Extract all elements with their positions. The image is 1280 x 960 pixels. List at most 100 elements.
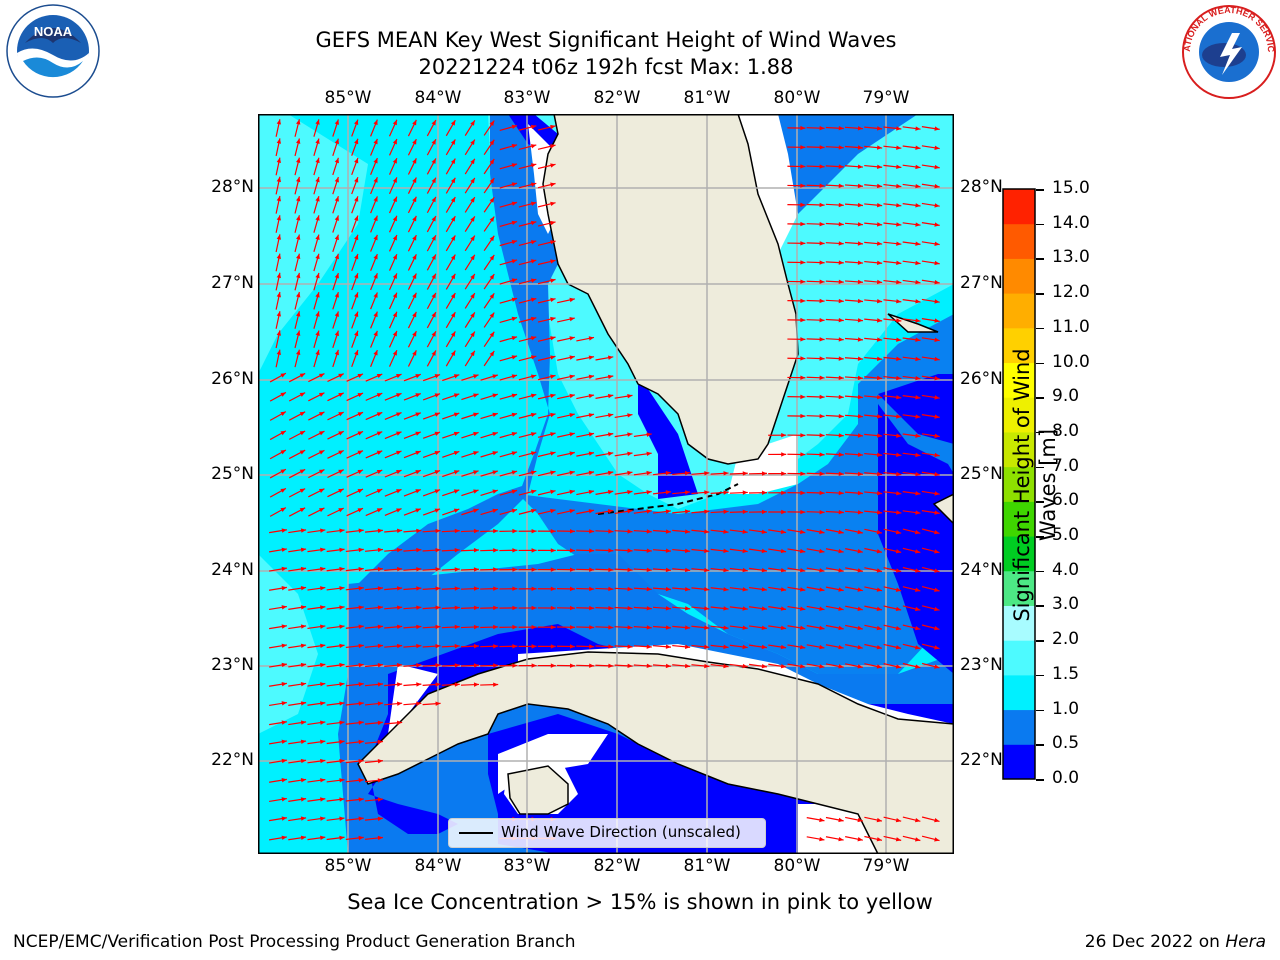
wind-vector-arrow bbox=[825, 548, 844, 554]
wind-vector-arrow bbox=[518, 124, 537, 131]
wind-vector-arrow bbox=[407, 119, 417, 137]
wind-vector-arrow bbox=[422, 528, 441, 534]
wind-vector-arrow bbox=[294, 157, 301, 176]
wind-vector-arrow bbox=[518, 297, 537, 304]
wind-vector-arrow bbox=[480, 548, 499, 553]
wind-vector-arrow bbox=[370, 177, 378, 195]
wind-vector-arrow bbox=[825, 318, 844, 323]
wind-vector-arrow bbox=[422, 586, 441, 591]
wind-vector-arrow bbox=[902, 337, 921, 342]
wind-vector-arrow bbox=[825, 375, 844, 381]
wind-vector-arrow bbox=[787, 317, 806, 323]
wind-vector-arrow bbox=[537, 548, 556, 553]
wind-vector-arrow bbox=[346, 392, 364, 402]
colorbar-tick-mark bbox=[1036, 674, 1044, 677]
wind-vector-arrow bbox=[445, 158, 456, 175]
wind-vector-arrow bbox=[806, 164, 825, 169]
wind-vector-arrow bbox=[351, 138, 359, 156]
wind-vector-arrow bbox=[370, 196, 378, 214]
wind-vector-arrow bbox=[345, 701, 364, 706]
wind-vector-arrow bbox=[806, 471, 825, 476]
wind-vector-arrow bbox=[288, 468, 306, 479]
wind-vector-arrow bbox=[499, 163, 518, 170]
wind-vector-arrow bbox=[422, 508, 441, 516]
colorbar-tick-mark bbox=[1036, 223, 1044, 226]
wind-vector-arrow bbox=[288, 662, 307, 668]
colorbar-tick-mark bbox=[1036, 293, 1044, 295]
wind-vector-arrow bbox=[844, 222, 864, 227]
wind-vector-arrow bbox=[326, 528, 345, 533]
wind-vector-arrow bbox=[288, 624, 307, 630]
wind-vector-arrow bbox=[269, 816, 287, 822]
wind-vector-arrow bbox=[445, 292, 456, 309]
wind-vector-arrow bbox=[633, 644, 652, 649]
wind-vector-arrow bbox=[327, 507, 344, 517]
wind-vector-arrow bbox=[652, 644, 672, 649]
wind-vector-arrow bbox=[537, 124, 556, 131]
wind-vector-arrow bbox=[806, 433, 825, 438]
wind-vector-arrow bbox=[365, 392, 383, 401]
wind-vector-arrow bbox=[825, 605, 844, 611]
wind-vector-arrow bbox=[326, 662, 345, 668]
wind-vector-arrow bbox=[749, 663, 767, 669]
colorbar-tick-label: 7.0 bbox=[1052, 455, 1080, 476]
wind-vector-arrow bbox=[294, 195, 301, 214]
wind-vector-arrow bbox=[269, 777, 287, 783]
wind-vector-arrow bbox=[845, 836, 863, 842]
wind-vector-arrow bbox=[595, 644, 614, 649]
wind-vector-arrow bbox=[388, 138, 398, 156]
wind-vector-arrow bbox=[806, 548, 825, 554]
wind-vector-arrow bbox=[307, 547, 326, 553]
wind-vector-arrow bbox=[460, 644, 480, 649]
wind-vector-arrow bbox=[426, 158, 437, 175]
wind-vector-arrow bbox=[332, 253, 339, 272]
wind-vector-arrow bbox=[403, 508, 422, 516]
wind-vector-arrow bbox=[576, 509, 595, 515]
lon-tick-top: 82°W bbox=[593, 88, 641, 108]
wind-vector-arrow bbox=[294, 138, 301, 157]
colorbar-tick-label: 13.0 bbox=[1052, 247, 1090, 268]
wind-vector-arrow bbox=[883, 510, 902, 515]
wind-vector-arrow bbox=[921, 452, 940, 458]
wind-vector-arrow bbox=[576, 355, 595, 361]
wind-vector-arrow bbox=[768, 644, 787, 650]
wind-vector-arrow bbox=[902, 510, 921, 515]
wind-vector-arrow bbox=[787, 509, 806, 515]
wind-vector-arrow bbox=[388, 330, 398, 348]
wind-vector-arrow bbox=[326, 835, 345, 841]
wind-vector-arrow bbox=[537, 278, 556, 285]
wind-vector-arrow bbox=[557, 393, 575, 400]
wind-vector-arrow bbox=[422, 393, 441, 401]
wind-vector-arrow bbox=[864, 202, 883, 208]
wind-vector-arrow bbox=[445, 196, 456, 213]
wind-vector-arrow bbox=[326, 586, 345, 591]
wind-vector-arrow bbox=[614, 663, 633, 669]
wind-vector-arrow bbox=[464, 331, 476, 348]
wind-vector-arrow bbox=[787, 644, 806, 650]
wind-vector-arrow bbox=[364, 643, 384, 649]
wind-vector-arrow bbox=[499, 644, 518, 649]
wind-vector-arrow bbox=[787, 375, 806, 380]
wind-vector-arrow bbox=[364, 586, 384, 591]
lat-tick-left: 24°N bbox=[211, 560, 254, 580]
wind-vector-arrow bbox=[480, 470, 498, 477]
wind-vector-arrow bbox=[499, 528, 518, 534]
wind-vector-arrow bbox=[365, 373, 383, 382]
wind-vector-arrow bbox=[460, 624, 480, 630]
wind-vector-arrow bbox=[576, 432, 595, 438]
wind-vector-arrow bbox=[864, 394, 883, 400]
wind-vector-arrow bbox=[576, 451, 595, 457]
wind-vector-arrow bbox=[595, 625, 614, 630]
wind-vector-arrow bbox=[902, 260, 921, 266]
wind-vector-arrow bbox=[326, 605, 345, 610]
wind-vector-arrow bbox=[288, 835, 307, 841]
wind-vector-arrow bbox=[461, 412, 479, 420]
wind-vector-arrow bbox=[768, 490, 787, 495]
wind-vector-arrow bbox=[499, 201, 518, 208]
wind-vector-arrow bbox=[748, 490, 768, 495]
wind-vector-arrow bbox=[294, 215, 301, 233]
colorbar-band bbox=[1003, 674, 1035, 711]
colorbar-band bbox=[1003, 258, 1035, 294]
wind-vector-arrow bbox=[345, 643, 364, 649]
wind-vector-arrow bbox=[652, 490, 672, 495]
